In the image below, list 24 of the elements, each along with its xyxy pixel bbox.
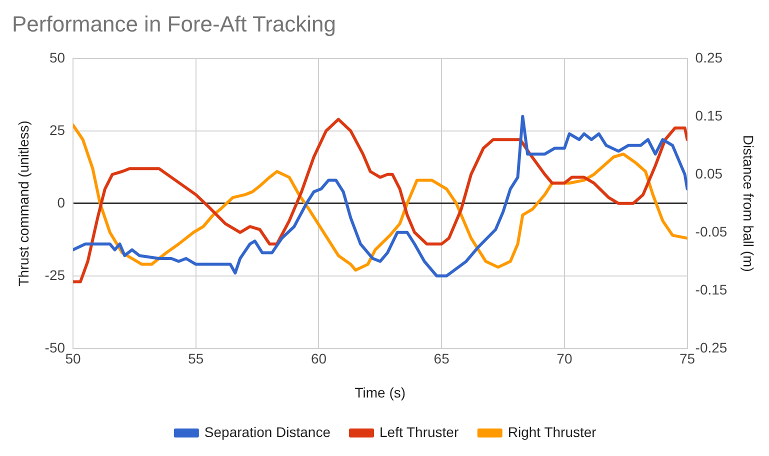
legend-label: Left Thruster xyxy=(380,424,459,440)
y-tick-label: 25 xyxy=(49,122,66,138)
y2-tick-label: -0.25 xyxy=(695,339,728,356)
y-tick-label: 50 xyxy=(49,49,66,66)
legend-label: Right Thruster xyxy=(508,424,597,440)
y-axis-title: Thrust command (unitless) xyxy=(15,120,32,286)
x-tick-label: 65 xyxy=(434,350,450,367)
y2-axis-title: Distance from ball (m) xyxy=(740,134,757,272)
y2-tick-label: 0.25 xyxy=(695,49,723,66)
y-tick-label: -50 xyxy=(44,339,66,356)
legend-label: Separation Distance xyxy=(204,424,331,440)
y2-tick-label: 0.15 xyxy=(695,107,723,124)
x-tick-label: 55 xyxy=(188,350,204,367)
y2-tick-label: 0.05 xyxy=(695,165,723,182)
x-tick-label: 75 xyxy=(680,350,696,367)
y2-tick-label: -0.15 xyxy=(695,281,728,298)
y-tick-label: 0 xyxy=(57,194,66,210)
x-tick-label: 50 xyxy=(65,350,82,367)
chart-title: Performance in Fore-Aft Tracking xyxy=(12,11,336,36)
x-tick-label: 60 xyxy=(310,350,327,367)
y2-tick-label: -0.05 xyxy=(695,223,728,240)
x-axis-title: Time (s) xyxy=(354,384,406,400)
x-tick-label: 70 xyxy=(556,350,572,367)
y-tick-label: -25 xyxy=(44,266,66,283)
